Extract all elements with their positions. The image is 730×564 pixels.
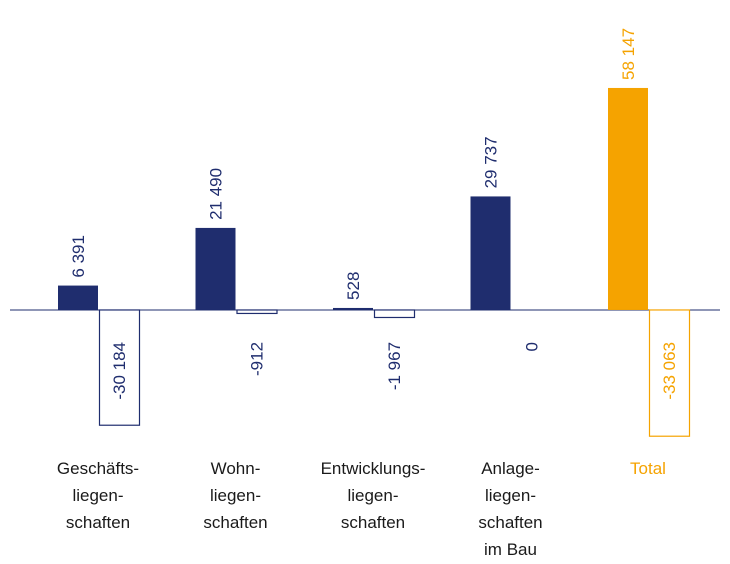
x-tick-label-line: Wohn- [211,459,261,478]
bar [98,309,141,426]
x-tick-label-line: liegen- [72,486,123,505]
value-label: 58 147 [619,28,638,80]
value-label: 21 490 [207,168,226,220]
bar [333,307,373,310]
x-tick-label-line: Geschäfts- [57,459,139,478]
x-tick-label-line: im Bau [484,540,537,559]
x-tick-label-line: schaften [203,513,267,532]
value-label: 6 391 [69,235,88,278]
bar [195,227,236,310]
value-label: 29 737 [482,136,501,188]
x-tick-label-line: schaften [478,513,542,532]
x-tick-label-line: Total [630,459,666,478]
value-label: 528 [344,272,363,300]
bar [470,196,511,310]
bar [608,87,648,310]
value-label: 0 [523,342,542,351]
bar [648,309,691,437]
x-tick-label: Total [630,459,666,478]
x-tick-label-line: schaften [341,513,405,532]
value-label: -1 967 [385,342,404,390]
x-tick-label: Wohn-liegen-schaften [203,459,267,532]
x-tick-label: Entwicklungs-liegen-schaften [321,459,426,532]
bar [58,285,98,310]
x-tick-label: Geschäfts-liegen-schaften [57,459,139,532]
bar [236,309,278,315]
value-label: -912 [248,342,267,376]
value-label: -33 063 [660,342,679,400]
x-tick-label-line: schaften [66,513,130,532]
x-tick-label-line: Entwicklungs- [321,459,426,478]
x-tick-label-line: liegen- [485,486,536,505]
x-tick-label-line: liegen- [347,486,398,505]
x-tick-label: Anlage-liegen-schaften im Bau [478,459,542,559]
bar [373,309,416,319]
x-tick-label-line: Anlage- [481,459,540,478]
x-tick-label-line: liegen- [210,486,261,505]
value-label: -30 184 [110,342,129,400]
